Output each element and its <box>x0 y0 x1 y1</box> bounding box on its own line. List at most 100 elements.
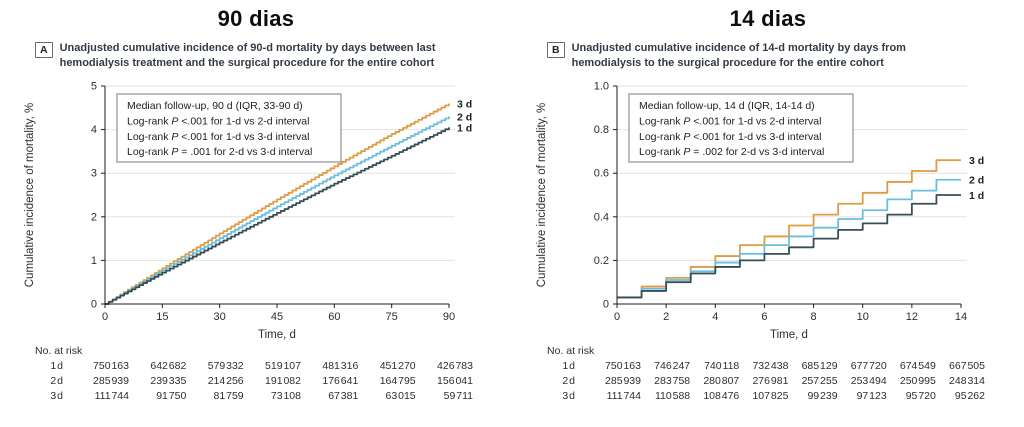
legend-line: Log-rank P <.001 for 1-d vs 3-d interval <box>127 131 309 143</box>
svg-text:8: 8 <box>811 311 817 323</box>
panel-a-label-box: A <box>35 42 53 58</box>
svg-text:0: 0 <box>91 299 97 311</box>
atrisk-value: 250 995 <box>899 375 936 387</box>
svg-text:1.0: 1.0 <box>594 81 609 93</box>
curve-1d <box>105 127 450 305</box>
legend-line: Log-rank P = .002 for 2-d vs 3-d interva… <box>639 146 824 158</box>
svg-text:2: 2 <box>663 311 669 323</box>
atrisk-value: 740 118 <box>704 360 740 372</box>
legend-line: Median follow-up, 14 d (IQR, 14-14 d) <box>639 100 815 112</box>
svg-text:75: 75 <box>386 311 398 323</box>
svg-text:3: 3 <box>91 168 97 180</box>
svg-text:2 d: 2 d <box>457 112 472 124</box>
svg-text:0: 0 <box>614 311 620 323</box>
svg-text:0.6: 0.6 <box>594 168 609 180</box>
atrisk-header: No. at risk <box>547 345 595 357</box>
curve-2d <box>617 178 961 299</box>
legend-line: Log-rank P <.001 for 1-d vs 3-d interval <box>639 131 821 143</box>
series-curves <box>617 159 961 299</box>
atrisk-value: 63 015 <box>385 390 416 402</box>
curve-2d <box>105 116 450 305</box>
atrisk-value: 99 239 <box>807 390 838 402</box>
atrisk-value: 108 476 <box>703 390 740 402</box>
svg-text:0: 0 <box>603 299 609 311</box>
panel-b-subtitle-line1: Unadjusted cumulative incidence of 14-d … <box>571 42 906 54</box>
curve-3d <box>105 103 450 305</box>
panel-a: 90 dias A Unadjusted cumulative incidenc… <box>5 2 507 406</box>
atrisk-value: 176 641 <box>322 375 359 387</box>
chart-14d-cumulative-incidence: Median follow-up, 14 d (IQR, 14-14 d) Log… <box>536 81 984 342</box>
legend-box: Median follow-up, 90 d (IQR, 33-90 d) Log… <box>116 93 342 163</box>
atrisk-table-90d: No. at risk 1 d 750 163 642 682 579 332 519 1… <box>5 344 507 406</box>
panel-b: 14 dias B Unadjusted cumulative incidenc… <box>517 2 1019 406</box>
atrisk-value: 73 108 <box>270 390 301 402</box>
axes <box>613 85 962 308</box>
atrisk-row-label: 2 d <box>562 375 575 387</box>
atrisk-value: 750 163 <box>93 360 129 372</box>
curve-end-labels: 3 d 2 d1 d <box>457 98 472 134</box>
curve-end-labels: 3 d2 d1 d <box>969 155 984 202</box>
atrisk-value: 191 082 <box>265 375 301 387</box>
atrisk-value: 677 720 <box>850 360 887 372</box>
atrisk-value: 280 807 <box>703 375 740 387</box>
atrisk-value: 107 825 <box>752 390 789 402</box>
atrisk-header: No. at risk <box>35 345 83 357</box>
atrisk-value: 248 314 <box>949 375 985 387</box>
svg-text:1 d: 1 d <box>457 122 472 134</box>
atrisk-value: 750 163 <box>605 360 641 372</box>
curve-3d <box>617 159 961 299</box>
atrisk-value: 481 316 <box>322 360 359 372</box>
panel-b-title: 14 dias <box>729 6 807 31</box>
svg-text:10: 10 <box>857 311 869 323</box>
curve-1d <box>617 194 961 299</box>
svg-text:3 d: 3 d <box>969 155 984 167</box>
atrisk-value: 579 332 <box>207 360 244 372</box>
panel-a-subtitle: Unadjusted cumulative incidence of 90-d … <box>60 41 436 70</box>
atrisk-value: 95 720 <box>905 390 936 402</box>
svg-text:90: 90 <box>443 311 455 323</box>
svg-text:30: 30 <box>214 311 226 323</box>
panel-b-subtitle: Unadjusted cumulative incidence of 14-d … <box>572 41 906 70</box>
svg-text:12: 12 <box>906 311 918 323</box>
svg-text:45: 45 <box>271 311 283 323</box>
atrisk-row-label: 1 d <box>50 360 63 372</box>
two-panel-figure: 90 dias A Unadjusted cumulative incidenc… <box>5 2 1019 406</box>
y-axis-label: Cumulative incidence of mortality, % <box>536 103 548 288</box>
atrisk-value: 746 247 <box>654 360 691 372</box>
x-axis-label: Time, d <box>770 329 808 341</box>
svg-text:60: 60 <box>328 311 340 323</box>
atrisk-row-label: 3 d <box>562 390 575 402</box>
svg-text:1 d: 1 d <box>969 190 984 202</box>
atrisk-table-14d: No. at risk 1 d 750 163 746 247 740 118 732 4… <box>517 344 1019 406</box>
atrisk-value: 59 711 <box>443 390 473 402</box>
legend-line: Log-rank P <.001 for 1-d vs 2-d interval <box>127 115 309 127</box>
panel-b-label-box: B <box>547 42 565 58</box>
atrisk-value: 642 682 <box>150 360 187 372</box>
atrisk-row-label: 2 d <box>50 375 63 387</box>
svg-text:5: 5 <box>91 81 97 93</box>
svg-text:4: 4 <box>91 124 97 136</box>
svg-text:0.2: 0.2 <box>594 255 609 267</box>
atrisk-value: 111 744 <box>94 390 129 402</box>
panel-a-subtitle-line2: hemodialysis treatment and the surgical … <box>59 56 435 69</box>
panel-a-title: 90 dias <box>217 6 295 31</box>
atrisk-row-label: 1 d <box>562 360 575 372</box>
svg-text:0: 0 <box>102 311 108 323</box>
svg-text:0.4: 0.4 <box>594 211 609 223</box>
svg-text:4: 4 <box>712 311 718 323</box>
svg-text:6: 6 <box>761 311 767 323</box>
chart-90d-cumulative-incidence: Median follow-up, 90 d (IQR, 33-90 d) Log… <box>24 81 472 342</box>
panel-a-header: A Unadjusted cumulative incidence of 90-… <box>35 41 507 78</box>
atrisk-value: 674 549 <box>899 360 936 372</box>
atrisk-value: 285 939 <box>605 375 641 387</box>
tick-labels: 0 0.2 0.4 0.6 0.8 1.0 0 2 4 6 8 10 12 14 <box>594 81 967 324</box>
atrisk-value: 91 750 <box>156 390 187 402</box>
atrisk-value: 732 438 <box>752 360 789 372</box>
panel-b-subtitle-line2: hemodialysis to the surgical procedure f… <box>571 56 884 69</box>
atrisk-value: 253 494 <box>850 375 887 387</box>
svg-text:15: 15 <box>156 311 168 323</box>
svg-text:3 d: 3 d <box>457 98 472 110</box>
atrisk-value: 519 107 <box>265 360 301 372</box>
legend-line: Log-rank P <.001 for 1-d vs 2-d interval <box>639 115 821 127</box>
